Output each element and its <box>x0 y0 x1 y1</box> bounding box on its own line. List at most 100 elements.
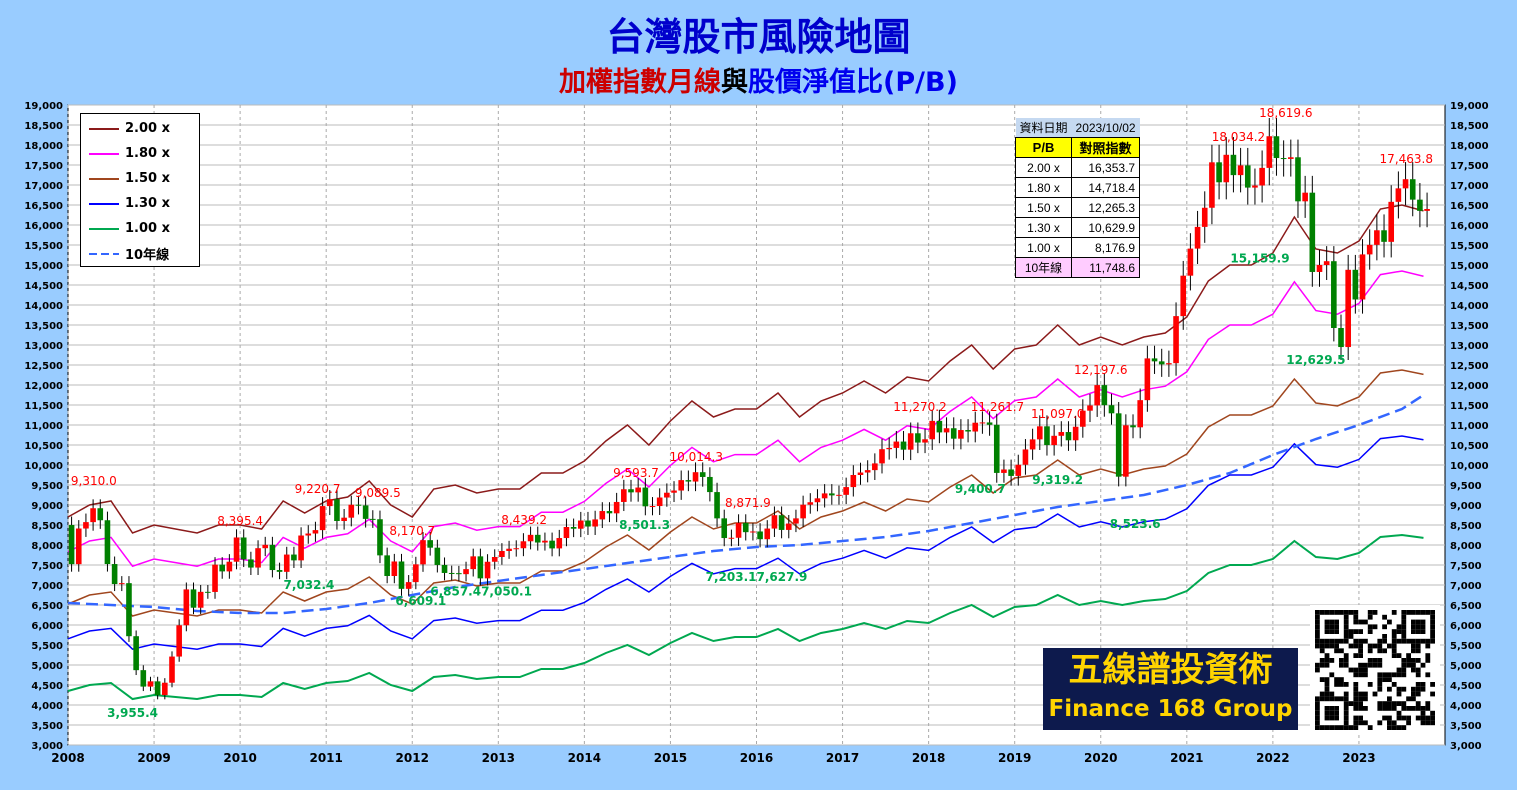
qr-module <box>1411 696 1416 702</box>
x-tick-label: 2023 <box>1342 751 1375 765</box>
qr-module <box>1367 643 1373 649</box>
qr-module <box>1415 610 1421 615</box>
qr-module <box>1396 629 1402 634</box>
qr-module <box>1367 648 1373 654</box>
low-label: 3,955.4 <box>107 706 158 720</box>
candle-body <box>499 551 505 557</box>
qr-module <box>1358 691 1363 697</box>
y-tick-label-left: 10,000 <box>24 461 63 472</box>
low-label: 9,400.7 <box>955 482 1006 496</box>
qr-module <box>1387 725 1392 730</box>
y-tick-label-left: 9,500 <box>31 481 63 492</box>
qr-module <box>1358 662 1363 668</box>
candle-body <box>1359 254 1366 300</box>
candle-body <box>907 433 914 450</box>
qr-module <box>1396 624 1402 630</box>
candle-body <box>219 564 225 572</box>
qr-module <box>1420 682 1426 687</box>
qr-module <box>1382 634 1387 639</box>
candle-body <box>1151 358 1158 362</box>
qr-module <box>1358 638 1363 644</box>
legend-swatch <box>89 202 119 205</box>
candle-body <box>334 499 340 521</box>
qr-module <box>1391 701 1397 706</box>
qr-module <box>1377 672 1383 678</box>
x-tick-label: 2015 <box>654 751 687 765</box>
table-row: 2.00 x 16,353.7 <box>1014 157 1141 178</box>
qr-module <box>1420 715 1426 721</box>
high-label: 17,463.8 <box>1380 152 1433 166</box>
high-label: 8,395.4 <box>217 514 263 528</box>
index-value: 12,265.3 <box>1071 197 1141 218</box>
qr-module <box>1319 643 1325 649</box>
qr-module <box>1348 610 1354 615</box>
qr-module <box>1377 648 1383 654</box>
legend-swatch <box>89 177 119 180</box>
y-tick-label-right: 3,000 <box>1450 741 1482 752</box>
qr-module <box>1324 686 1330 692</box>
legend-swatch <box>89 127 119 130</box>
x-tick-label: 2022 <box>1256 751 1289 765</box>
qr-module <box>1415 658 1421 663</box>
qr-module <box>1315 710 1320 716</box>
candle-body <box>1266 136 1273 168</box>
candle-body <box>434 547 441 565</box>
qr-module <box>1415 667 1421 673</box>
candle-body <box>692 472 699 482</box>
qr-module <box>1425 720 1431 726</box>
candle-body <box>628 489 634 493</box>
candle-body <box>413 564 419 583</box>
pb-band-2.00x <box>67 204 1424 534</box>
candle-body <box>1316 265 1323 272</box>
qr-module <box>1411 638 1416 644</box>
candle-body <box>104 520 111 565</box>
y-tick-label-right: 3,500 <box>1450 721 1482 732</box>
qr-module <box>1315 725 1320 730</box>
qr-module <box>1343 634 1349 639</box>
pb-band-1.30x <box>67 435 1424 651</box>
candle-body <box>635 487 641 493</box>
candle-body <box>542 540 548 543</box>
qr-module <box>1377 677 1383 682</box>
qr-module <box>1406 610 1411 615</box>
candle-body <box>169 656 175 683</box>
y-tick-label-right: 7,500 <box>1450 561 1482 572</box>
candle-body <box>126 583 132 637</box>
candle-body <box>291 554 297 561</box>
qr-module <box>1319 725 1325 730</box>
qr-module <box>1324 658 1330 663</box>
legend-label: 1.80 x <box>125 146 170 161</box>
qr-module <box>1343 720 1349 726</box>
qr-module <box>1411 610 1416 615</box>
x-tick-label: 2019 <box>998 751 1031 765</box>
qr-module <box>1363 706 1368 711</box>
qr-module <box>1377 686 1383 692</box>
candle-body <box>83 522 89 529</box>
x-tick-label: 2008 <box>51 751 84 765</box>
candle-body <box>778 515 785 530</box>
high-label: 8,871.9 <box>725 496 771 510</box>
candle-body <box>1244 165 1251 188</box>
y-tick-label-left: 3,000 <box>31 741 63 752</box>
candle-body <box>621 489 627 502</box>
candle-body <box>312 530 319 534</box>
qr-module <box>1401 658 1407 663</box>
qr-module <box>1329 696 1335 702</box>
qr-module <box>1425 706 1431 711</box>
legend-label: 1.30 x <box>125 196 170 211</box>
qr-module <box>1315 610 1320 615</box>
candle-body <box>800 504 806 519</box>
y-tick-label-left: 9,000 <box>31 501 63 512</box>
qr-module <box>1430 614 1435 620</box>
qr-module <box>1382 614 1387 620</box>
candle-body <box>900 441 907 450</box>
candle-body <box>656 497 663 507</box>
high-label: 11,270.2 <box>893 400 946 414</box>
qr-module <box>1372 624 1378 630</box>
x-tick-label: 2017 <box>826 751 859 765</box>
low-label: 12,629.5 <box>1286 353 1345 367</box>
candle-body <box>1417 199 1423 211</box>
qr-module <box>1401 701 1407 706</box>
candle-body <box>1295 157 1301 202</box>
qr-module <box>1391 634 1397 639</box>
